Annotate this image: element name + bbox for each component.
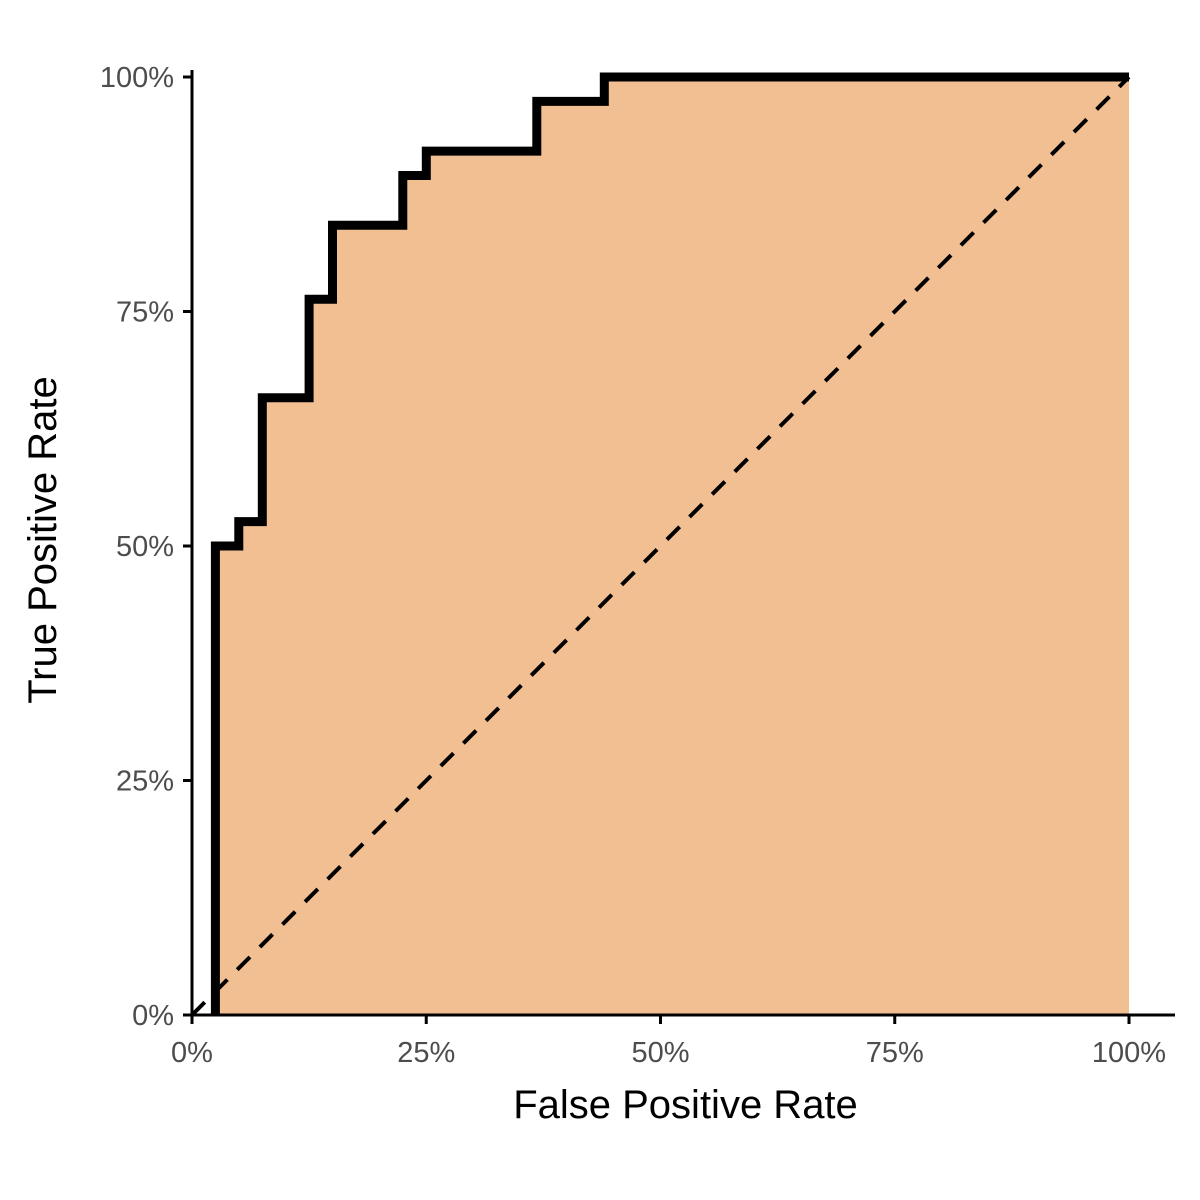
y-tick-label: 50% — [116, 531, 174, 563]
y-tick-label: 25% — [116, 766, 174, 798]
auc-area — [215, 77, 1129, 1015]
x-axis-title: False Positive Rate — [513, 1083, 858, 1127]
x-tick-label: 50% — [631, 1037, 689, 1069]
y-axis-title: True Positive Rate — [21, 376, 65, 704]
y-tick-label: 100% — [100, 62, 174, 94]
x-tick-label: 100% — [1092, 1037, 1166, 1069]
y-axis-ticks: 0% 25% 50% 75% 100% — [100, 62, 192, 1032]
x-tick-label: 25% — [397, 1037, 455, 1069]
chance-diagonal-line — [190, 75, 1131, 1017]
y-tick-label: 75% — [116, 297, 174, 329]
x-tick-label: 0% — [171, 1037, 213, 1069]
roc-curve-line — [210, 72, 1129, 1015]
y-tick-label: 0% — [132, 1000, 174, 1032]
x-axis-ticks: 0% 25% 50% 75% 100% — [171, 1015, 1166, 1069]
x-tick-label: 75% — [866, 1037, 924, 1069]
